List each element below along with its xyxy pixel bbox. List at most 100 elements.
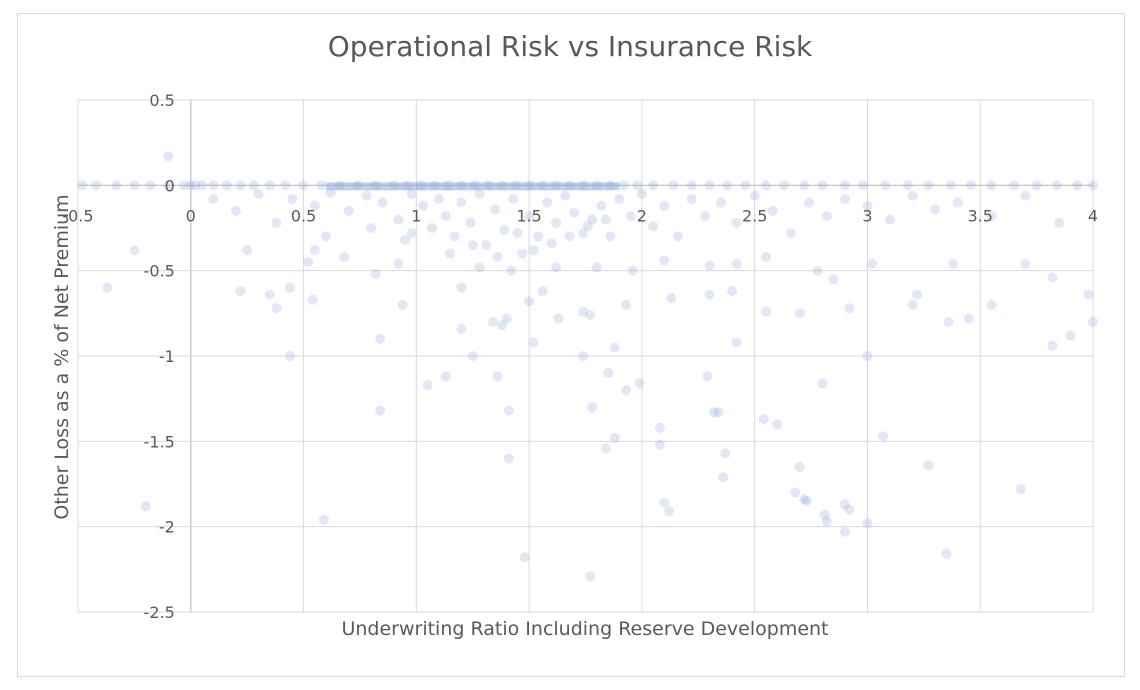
data-point xyxy=(715,197,726,208)
data-point xyxy=(298,180,309,191)
data-point xyxy=(760,306,771,317)
data-point xyxy=(456,282,467,293)
data-point xyxy=(560,190,571,201)
data-point xyxy=(963,313,974,324)
data-point xyxy=(704,260,715,271)
data-point xyxy=(528,245,539,256)
data-point xyxy=(208,180,219,191)
data-point xyxy=(307,294,318,305)
data-point xyxy=(339,252,350,262)
data-point xyxy=(285,351,295,361)
data-point xyxy=(280,180,291,191)
data-point xyxy=(1047,340,1058,351)
data-point xyxy=(264,289,275,300)
data-point xyxy=(585,571,595,582)
y-tick-label: 0.5 xyxy=(149,91,174,110)
data-point xyxy=(497,320,507,331)
data-point xyxy=(1072,180,1083,191)
data-point xyxy=(760,180,771,191)
data-point xyxy=(422,380,433,390)
data-point xyxy=(966,180,977,191)
data-point xyxy=(844,303,855,314)
data-point xyxy=(839,194,850,204)
data-point xyxy=(878,431,889,442)
data-point xyxy=(621,299,632,310)
data-point xyxy=(790,487,801,498)
x-tick-label: 3.5 xyxy=(967,206,992,225)
y-tick-label: -2 xyxy=(159,518,175,537)
data-point xyxy=(1065,330,1076,341)
y-tick-label: -1.5 xyxy=(144,432,175,451)
data-point xyxy=(553,313,564,324)
data-point xyxy=(533,231,544,242)
data-point xyxy=(542,197,553,208)
data-point xyxy=(839,526,850,537)
data-point xyxy=(102,282,113,293)
data-point xyxy=(393,214,404,225)
x-axis-title: Underwriting Ratio Including Reserve Dev… xyxy=(341,618,829,640)
data-point xyxy=(668,180,679,191)
data-point xyxy=(406,188,417,199)
data-point xyxy=(648,180,659,191)
x-tick-label: 0 xyxy=(186,206,196,225)
data-point xyxy=(1051,180,1062,191)
chart-frame xyxy=(17,13,1125,677)
data-point xyxy=(772,419,783,430)
data-point xyxy=(722,180,733,191)
data-point xyxy=(666,293,677,303)
data-point xyxy=(587,214,598,225)
data-point xyxy=(591,262,602,273)
data-point xyxy=(564,231,575,242)
data-point xyxy=(794,461,805,472)
data-point xyxy=(828,274,839,285)
data-point xyxy=(506,265,517,276)
data-point xyxy=(621,385,632,396)
data-point xyxy=(857,180,868,191)
data-point xyxy=(578,306,589,317)
data-point xyxy=(271,303,282,314)
data-point xyxy=(406,228,417,239)
data-point xyxy=(456,197,467,208)
data-point xyxy=(803,197,814,208)
data-point xyxy=(370,269,381,280)
x-tick-label: 1 xyxy=(411,206,421,225)
data-point xyxy=(569,207,580,218)
data-point xyxy=(488,316,498,327)
data-point xyxy=(140,501,151,512)
data-point xyxy=(467,351,478,361)
data-point xyxy=(77,180,88,191)
data-point xyxy=(163,180,174,191)
x-tick-label: -0.5 xyxy=(62,206,93,225)
data-point xyxy=(760,252,771,262)
data-point xyxy=(343,205,354,216)
data-point xyxy=(794,308,805,319)
data-point xyxy=(758,414,769,425)
data-point xyxy=(361,190,372,201)
data-point xyxy=(366,223,377,233)
data-point xyxy=(551,217,562,228)
y-tick-label: -2.5 xyxy=(144,603,175,622)
data-point xyxy=(654,439,665,450)
data-point xyxy=(839,499,850,510)
data-point xyxy=(731,258,742,269)
y-tick-label: -0.5 xyxy=(144,262,175,281)
data-point xyxy=(503,405,514,416)
data-point xyxy=(923,460,934,471)
data-point xyxy=(519,552,530,563)
data-point xyxy=(375,333,386,344)
data-point xyxy=(456,323,467,334)
data-point xyxy=(749,190,760,201)
data-point xyxy=(524,296,535,307)
data-point xyxy=(986,211,997,222)
data-point xyxy=(264,180,275,191)
data-point xyxy=(704,289,715,300)
data-point xyxy=(524,211,535,222)
data-point xyxy=(1047,272,1058,283)
data-point xyxy=(686,180,697,191)
data-point xyxy=(449,231,460,242)
data-point xyxy=(185,180,196,191)
data-point xyxy=(508,194,519,204)
data-point xyxy=(718,472,729,483)
data-point xyxy=(817,180,828,191)
